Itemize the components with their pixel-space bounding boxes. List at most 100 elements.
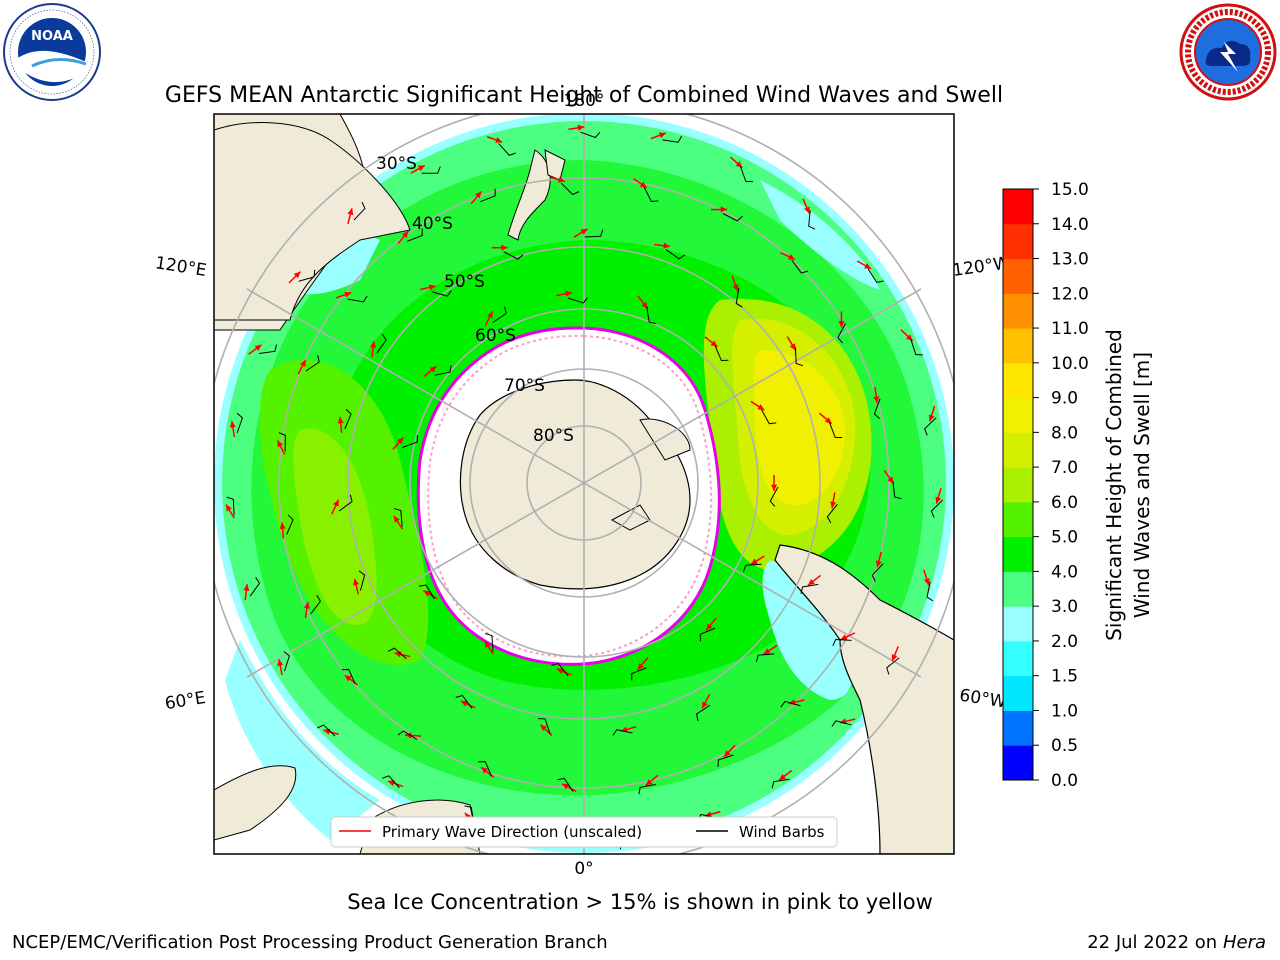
wind-barb xyxy=(800,583,819,594)
wind-barb xyxy=(376,333,387,354)
wave-arrow-head xyxy=(750,558,758,565)
wind-barb xyxy=(317,724,336,737)
wave-arrow-head xyxy=(577,124,585,131)
wind-barb xyxy=(236,412,244,434)
wind-barb xyxy=(755,653,775,663)
colorbar-segment xyxy=(1003,536,1033,572)
wind-barb xyxy=(739,166,753,183)
wind-barb xyxy=(662,135,683,143)
latitude-labels: 30°S 40°S 50°S 60°S 70°S 80°S xyxy=(376,154,574,446)
colorbar-tick-label: 0.5 xyxy=(1051,736,1078,756)
colorbar-segment xyxy=(1003,362,1033,399)
wind-barb xyxy=(794,347,804,367)
wave-arrow-head xyxy=(905,334,913,341)
colorbar-tick-label: 1.0 xyxy=(1051,701,1078,721)
wave-arrow-head xyxy=(353,578,359,586)
wind-barb xyxy=(431,290,452,297)
wave-arrow-head xyxy=(770,484,778,491)
noaa-logo: NOAA xyxy=(2,2,102,106)
wind-barb xyxy=(873,398,881,420)
wind-barb xyxy=(397,730,418,740)
colorbar-tick-label: 15.0 xyxy=(1051,180,1089,200)
wave-arrow-head xyxy=(417,165,425,172)
wave-arrow-head xyxy=(807,579,815,586)
wave-arrow-head xyxy=(402,231,409,238)
wind-barb xyxy=(892,480,902,500)
wind-barb xyxy=(638,783,656,795)
wind-barb xyxy=(714,345,729,362)
colorbar-segment xyxy=(1003,745,1033,781)
title-line-1: GEFS MEAN Antarctic Significant Height o… xyxy=(164,83,1004,108)
wind-barb xyxy=(837,323,846,344)
wave-arrow-head xyxy=(495,137,503,143)
wave-arrow-head xyxy=(891,654,898,662)
wave-arrow-head xyxy=(702,701,708,709)
wave-arrow-head xyxy=(645,779,653,786)
colorbar-segment xyxy=(1003,223,1033,260)
wave-arrow-head xyxy=(935,496,942,504)
wave-arrow-head xyxy=(763,648,771,655)
colorbar-tick-label: 13.0 xyxy=(1051,250,1089,270)
colorbar-segment xyxy=(1003,710,1033,746)
graticule xyxy=(214,114,954,854)
wind-barb xyxy=(567,297,589,304)
nws-logo xyxy=(1178,2,1278,106)
wave-arrow-head xyxy=(303,602,310,609)
wind-barb xyxy=(258,344,278,355)
wave-arrow-head xyxy=(562,783,570,790)
wind-barb xyxy=(886,657,900,675)
wave-arrow-head xyxy=(923,578,930,586)
colorbar-tick-label: 5.0 xyxy=(1051,528,1078,548)
wave-arrow-head xyxy=(789,343,796,351)
wave-arrow-head xyxy=(429,366,437,373)
noaa-logo-text: NOAA xyxy=(31,29,73,44)
wave-arrow-head xyxy=(830,501,837,509)
wave-arrow-head xyxy=(875,560,882,568)
colorbar-segment xyxy=(1003,571,1033,607)
wind-barb xyxy=(485,633,494,652)
colorbar-tick-label: 11.0 xyxy=(1051,319,1089,339)
lon-label-180: 180° xyxy=(564,91,605,111)
wave-arrow-head xyxy=(565,290,572,297)
lat-label-50s: 50°S xyxy=(444,272,485,292)
wind-barb xyxy=(407,228,423,242)
map-legend: Primary Wave Direction (unscaled) Wind B… xyxy=(330,816,838,848)
wave-arrow-head xyxy=(732,284,739,292)
wind-barb xyxy=(699,627,716,642)
wave-arrow-head xyxy=(475,191,482,199)
wind-barb xyxy=(283,651,290,672)
wind-barb xyxy=(418,584,435,599)
wave-arrow-head xyxy=(838,321,845,328)
colorbar-segment xyxy=(1003,397,1033,433)
lon-label-120w: 120°W xyxy=(951,253,1011,281)
wind-barb xyxy=(924,417,937,436)
wind-barb xyxy=(498,143,517,156)
wave-arrow-head xyxy=(824,417,832,424)
colorbar-tick-label: 9.0 xyxy=(1051,389,1078,409)
wind-barb xyxy=(557,777,574,792)
wind-barb xyxy=(305,355,320,372)
colorbar-tick-label: 0.0 xyxy=(1051,771,1078,791)
wind-barb xyxy=(560,182,580,196)
wind-barb xyxy=(808,210,816,230)
colorbar-segment xyxy=(1003,640,1033,677)
wave-arrow-head xyxy=(487,311,493,319)
wave-arrow-head xyxy=(735,161,743,168)
wave-arrow-head xyxy=(540,724,547,732)
wind-barb xyxy=(735,287,743,308)
colorbar-tick-label: 4.0 xyxy=(1051,562,1078,582)
wave-arrow-head xyxy=(293,271,301,279)
wind-barb xyxy=(298,269,316,282)
wave-arrow-head xyxy=(333,499,339,507)
lat-label-40s: 40°S xyxy=(412,214,453,234)
wave-arrow-head xyxy=(580,228,588,235)
wind-barb xyxy=(742,563,762,573)
wave-arrow-head xyxy=(779,773,786,781)
wind-barb xyxy=(580,131,601,139)
wave-arrow-head xyxy=(873,396,880,403)
wind-barb xyxy=(771,778,790,789)
lat-label-60s: 60°S xyxy=(475,326,516,346)
wave-arrow-head xyxy=(254,344,262,351)
wave-arrow-head xyxy=(481,767,489,774)
